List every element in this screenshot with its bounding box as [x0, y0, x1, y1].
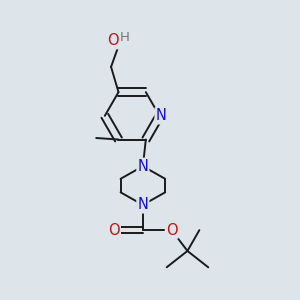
Text: H: H	[120, 31, 130, 44]
Text: O: O	[107, 33, 119, 48]
Text: O: O	[166, 223, 178, 238]
Text: O: O	[108, 223, 120, 238]
Text: N: N	[137, 159, 148, 174]
Text: N: N	[137, 197, 148, 212]
Text: N: N	[156, 108, 167, 123]
